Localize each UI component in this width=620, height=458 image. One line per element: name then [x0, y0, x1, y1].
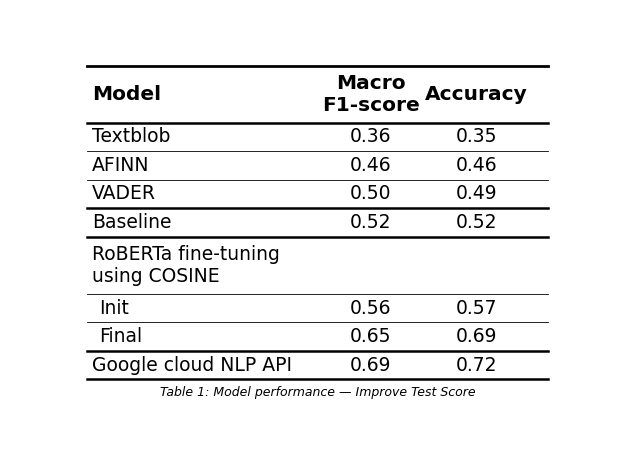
Text: 0.46: 0.46: [350, 156, 391, 175]
Text: 0.49: 0.49: [456, 185, 497, 203]
Text: 0.46: 0.46: [456, 156, 497, 175]
Text: 0.35: 0.35: [456, 127, 497, 147]
Text: Baseline: Baseline: [92, 213, 171, 232]
Text: 0.56: 0.56: [350, 299, 391, 317]
Text: Macro
F1-score: Macro F1-score: [322, 74, 420, 114]
Text: VADER: VADER: [92, 185, 156, 203]
Text: 0.69: 0.69: [456, 327, 497, 346]
Text: Table 1: Model performance — Improve Test Score: Table 1: Model performance — Improve Tes…: [160, 387, 476, 399]
Text: 0.52: 0.52: [456, 213, 497, 232]
Text: Model: Model: [92, 85, 161, 104]
Text: 0.69: 0.69: [350, 356, 391, 375]
Text: Final: Final: [99, 327, 142, 346]
Text: AFINN: AFINN: [92, 156, 149, 175]
Text: Init: Init: [99, 299, 129, 317]
Text: 0.52: 0.52: [350, 213, 391, 232]
Text: 0.57: 0.57: [456, 299, 497, 317]
Text: 0.72: 0.72: [456, 356, 497, 375]
Text: Textblob: Textblob: [92, 127, 170, 147]
Text: Accuracy: Accuracy: [425, 85, 528, 104]
Text: 0.36: 0.36: [350, 127, 391, 147]
Text: 0.50: 0.50: [350, 185, 391, 203]
Text: RoBERTa fine-tuning
using COSINE: RoBERTa fine-tuning using COSINE: [92, 245, 280, 286]
Text: 0.65: 0.65: [350, 327, 391, 346]
Text: Google cloud NLP API: Google cloud NLP API: [92, 356, 292, 375]
